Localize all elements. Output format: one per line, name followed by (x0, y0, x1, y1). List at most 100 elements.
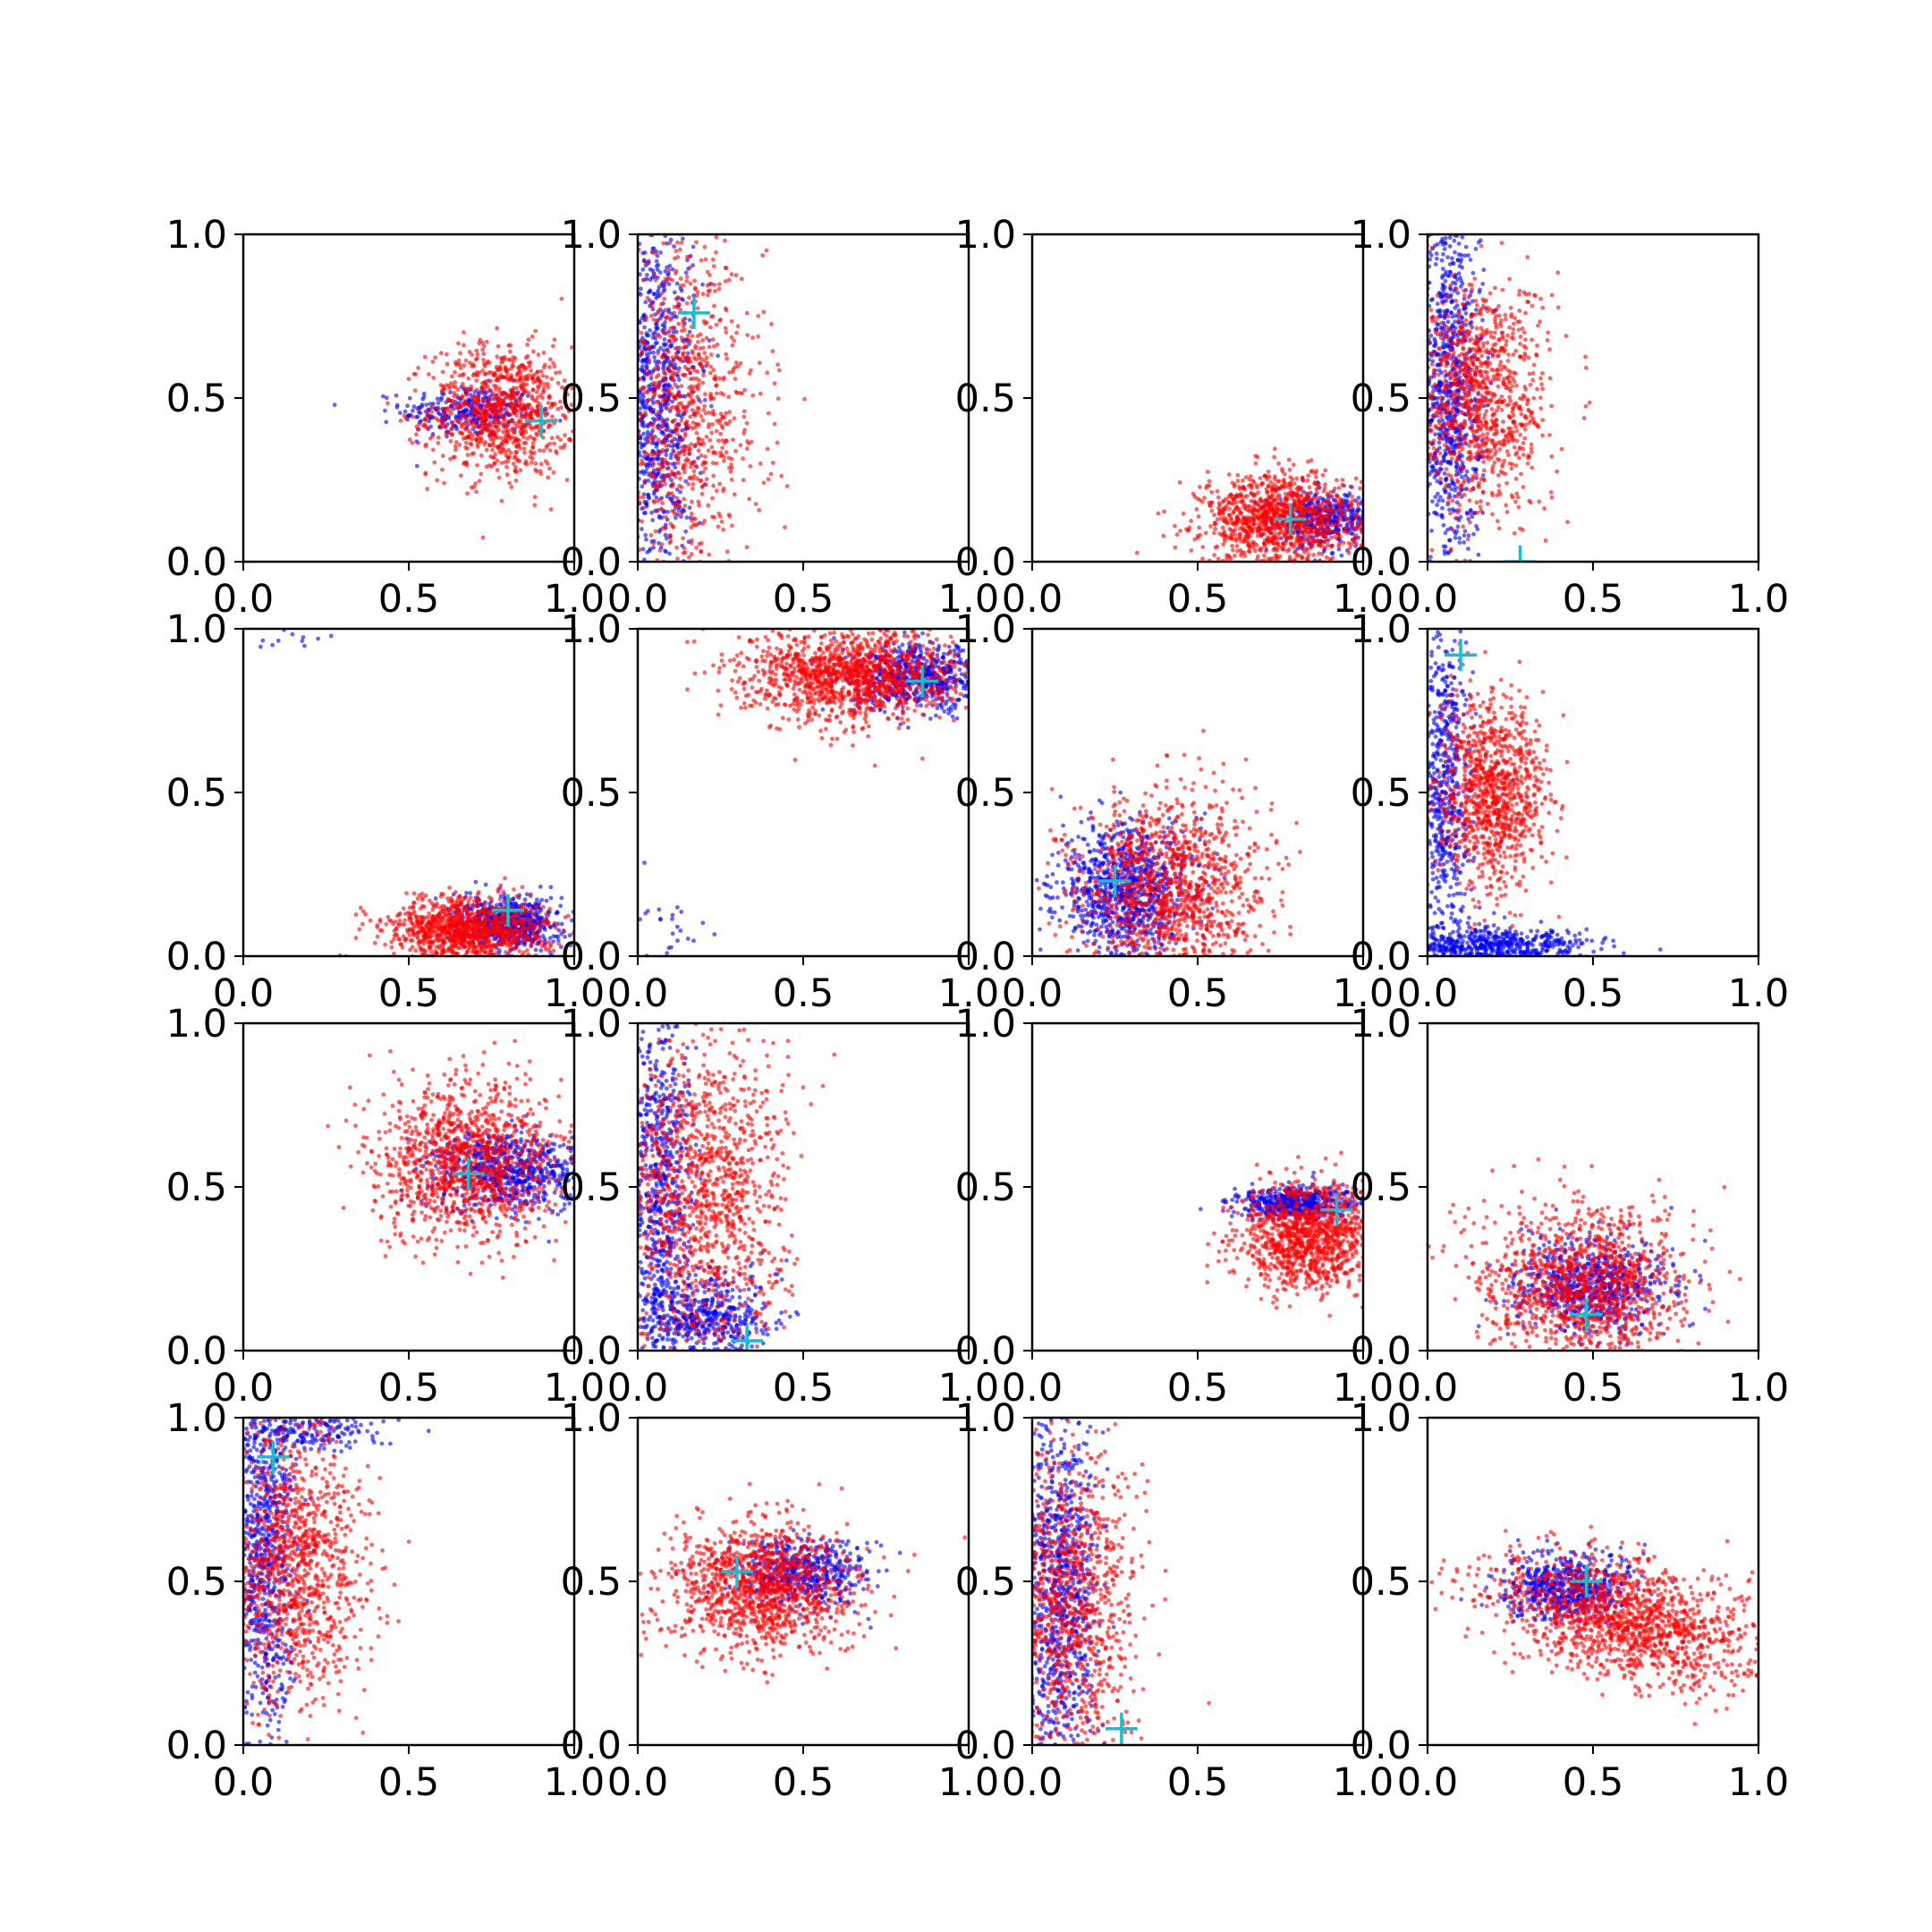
scatter-point (733, 448, 738, 453)
scatter-point (451, 399, 455, 403)
scatter-point (1337, 541, 1342, 547)
scatter-point (528, 434, 533, 439)
scatter-point (1211, 530, 1216, 536)
scatter-point (690, 365, 694, 370)
scatter-point (651, 318, 657, 322)
scatter-point (1274, 497, 1279, 502)
scatter-point (1350, 498, 1355, 504)
scatter-point (1207, 479, 1212, 484)
scatter-point (678, 276, 683, 281)
scatter-point (704, 435, 709, 439)
scatter-point (1261, 553, 1267, 558)
scatter-point (563, 414, 568, 419)
scatter-point (1321, 526, 1326, 530)
scatter-point (381, 394, 386, 399)
scatter-point (1323, 482, 1327, 487)
scatter-point (648, 547, 653, 552)
scatter-point (504, 369, 509, 374)
scatter-point (558, 445, 564, 450)
y-tick-label: 1.0 (166, 213, 227, 258)
scatter-point (1435, 503, 1440, 507)
scatter-point (643, 410, 648, 415)
scatter-point (692, 411, 697, 417)
scatter-point (1212, 513, 1216, 518)
scatter-point (523, 388, 529, 394)
scatter-point (518, 377, 523, 383)
scatter-point (456, 341, 461, 346)
scatter-point (1202, 496, 1207, 501)
scatter-point (1323, 545, 1328, 550)
scatter-point (1355, 499, 1360, 504)
scatter-point (1253, 548, 1258, 554)
scatter-point (1319, 551, 1325, 556)
scatter-point (666, 307, 672, 312)
scatter-point (1452, 446, 1456, 452)
scatter-point (1284, 506, 1289, 512)
scatter-point (647, 496, 652, 501)
scatter-point (518, 419, 522, 424)
scatter-point (1216, 501, 1222, 505)
scatter-point (1256, 490, 1260, 496)
scatter-point (465, 491, 470, 496)
scatter-point (722, 375, 726, 380)
scatter-point (688, 402, 693, 407)
scatter-point (1440, 498, 1445, 504)
scatter-point (529, 426, 534, 431)
scatter-point (686, 423, 691, 428)
scatter-point (695, 369, 700, 374)
scatter-point (656, 318, 661, 323)
scatter-point (524, 412, 529, 418)
scatter-point (681, 345, 686, 351)
scatter-point (398, 419, 403, 423)
scatter-point (428, 436, 433, 441)
scatter-point (541, 448, 547, 453)
scatter-point (649, 301, 655, 306)
scatter-point (533, 328, 538, 334)
scatter-point (497, 386, 502, 391)
scatter-point (705, 283, 710, 288)
scatter-point (442, 480, 446, 486)
scatter-point (1271, 547, 1276, 553)
scatter-point (1346, 541, 1352, 546)
scatter-point (1347, 546, 1352, 550)
scatter-point (452, 394, 456, 399)
x-tick-label: 0.0 (1002, 577, 1063, 622)
scatter-point (1226, 472, 1232, 477)
scatter-point (675, 405, 681, 411)
scatter-point (514, 424, 519, 428)
scatter-point (477, 479, 482, 484)
scatter-point (416, 440, 420, 445)
scatter-point (538, 448, 542, 453)
scatter-point (1237, 510, 1242, 515)
scatter-point (704, 355, 709, 360)
scatter-point (532, 503, 538, 508)
scatter-point (703, 358, 708, 363)
scatter-point (674, 487, 680, 492)
scatter-point (454, 427, 460, 432)
scatter-point (1296, 533, 1301, 538)
scatter-point (1221, 532, 1226, 538)
scatter-point (692, 278, 697, 284)
scatter-point (722, 440, 727, 445)
scatter-point (435, 407, 440, 412)
scatter-point (488, 411, 493, 417)
scatter-point (1320, 472, 1326, 478)
scatter-point (1275, 548, 1279, 553)
scatter-point (504, 472, 510, 478)
scatter-point (1213, 526, 1218, 531)
scatter-point (669, 491, 674, 496)
scatter-point (1280, 467, 1284, 471)
scatter-point (639, 286, 643, 292)
scatter-point (1241, 550, 1247, 555)
scatter-point (517, 445, 522, 451)
scatter-point (430, 360, 436, 364)
scatter-point (738, 443, 743, 448)
scatter-point (682, 340, 687, 344)
scatter-point (644, 361, 649, 367)
scatter-point (716, 524, 721, 530)
scatter-point (671, 365, 676, 370)
scatter-point (712, 283, 717, 287)
scatter-point (686, 481, 691, 487)
scatter-point (1256, 522, 1261, 527)
scatter-point (1312, 510, 1318, 515)
